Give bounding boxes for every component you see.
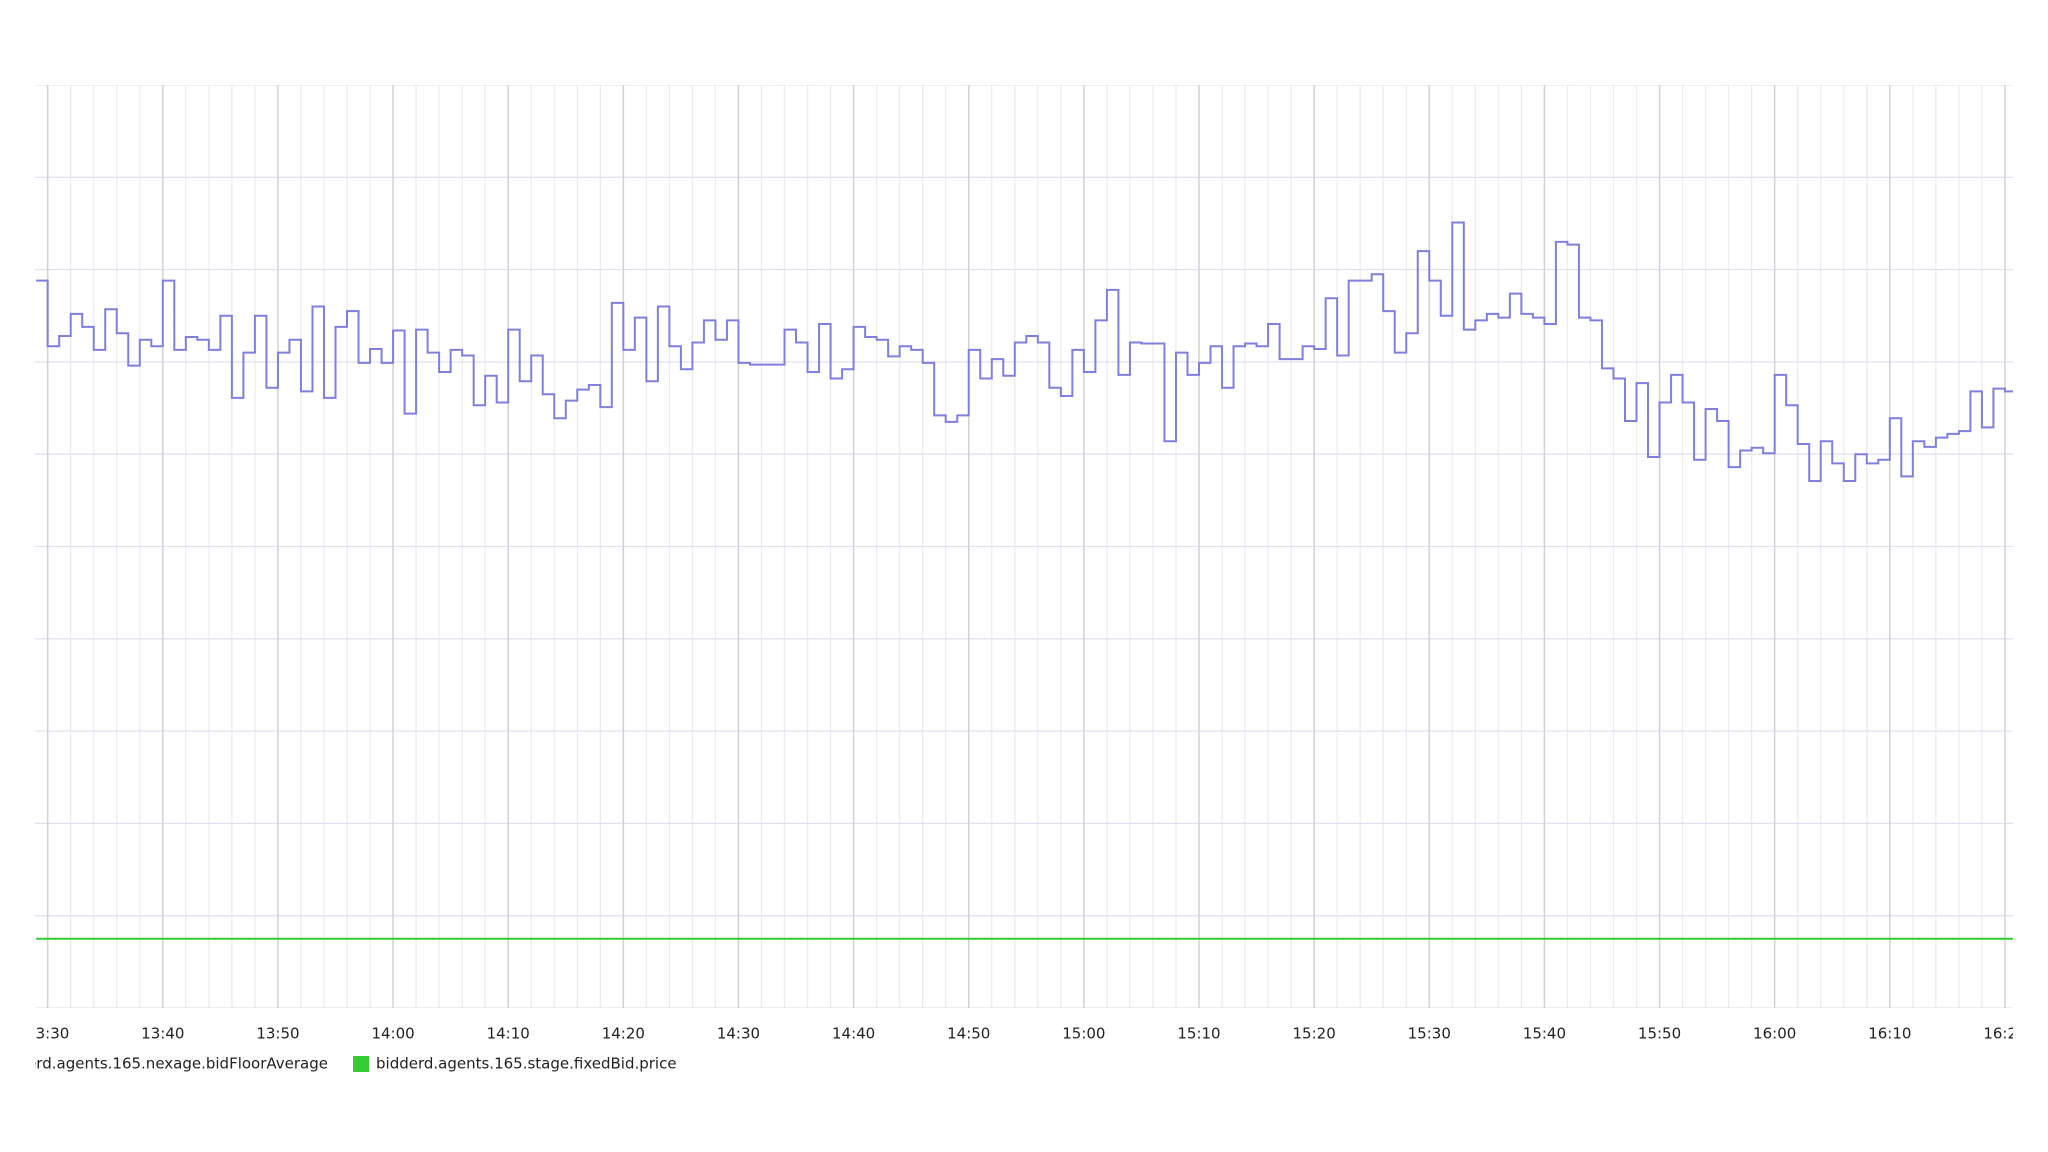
x-tick-label: 15:10 xyxy=(1177,1025,1220,1043)
x-tick-label: 14:50 xyxy=(947,1025,990,1043)
legend-swatch xyxy=(353,1056,369,1072)
plot xyxy=(36,221,2013,940)
x-tick-label: 15:20 xyxy=(1293,1025,1336,1043)
x-tick-label: 15:00 xyxy=(1062,1025,1105,1043)
x-tick-label: 13:40 xyxy=(141,1025,184,1043)
labels: 13:30 13:40 13:50 14:00 14:10 14:20 14:30 14:40… xyxy=(0,1025,2026,1073)
legend-label: bidderd.agents.165.stage.fixedBid.price xyxy=(376,1055,677,1073)
x-tick-label: 13:30 xyxy=(26,1025,69,1043)
x-tick-label: 16:00 xyxy=(1753,1025,1796,1043)
x-tick-label: 16:20 xyxy=(1983,1025,2026,1043)
x-tick-label: 14:40 xyxy=(832,1025,875,1043)
x-tick-label: 13:50 xyxy=(256,1025,299,1043)
x-tick-label: 15:30 xyxy=(1408,1025,1451,1043)
x-tick-label: 14:20 xyxy=(602,1025,645,1043)
legend-label: bidderd.agents.165.nexage.bidFloorAverag… xyxy=(0,1055,328,1073)
x-tick-label: 15:50 xyxy=(1638,1025,1681,1043)
x-tick-label: 15:40 xyxy=(1523,1025,1566,1043)
x-tick-label: 16:10 xyxy=(1868,1025,1911,1043)
grid xyxy=(35,85,2013,1008)
x-tick-label: 14:30 xyxy=(717,1025,760,1043)
series-line xyxy=(36,221,2013,482)
x-tick-label: 14:00 xyxy=(371,1025,414,1043)
x-tick-label: 14:10 xyxy=(487,1025,530,1043)
